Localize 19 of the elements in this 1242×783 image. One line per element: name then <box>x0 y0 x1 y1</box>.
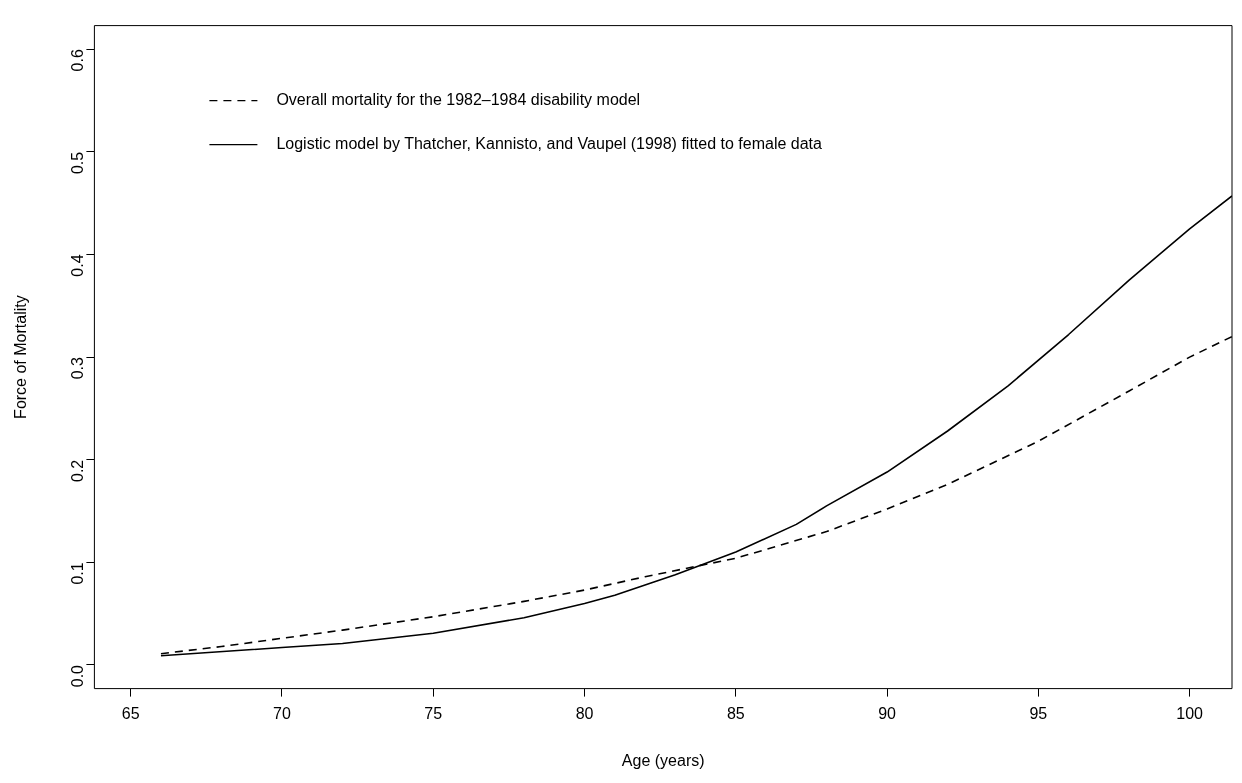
y-tick-label: 0.4 <box>68 254 86 277</box>
x-tick-label: 95 <box>1029 704 1048 722</box>
legend-label: Overall mortality for the 1982–1984 disability model <box>276 91 641 109</box>
x-tick-label: 70 <box>273 704 291 722</box>
y-tick-label: 0.1 <box>68 562 86 585</box>
y-tick-label: 0.2 <box>68 459 86 482</box>
y-tick-label: 0.3 <box>68 357 86 380</box>
y-tick-label: 0.6 <box>68 49 86 72</box>
x-tick-label: 100 <box>1176 704 1204 722</box>
x-axis-title: Age (years) <box>621 751 705 769</box>
x-tick-label: 75 <box>424 704 443 722</box>
y-tick-label: 0.5 <box>68 151 86 175</box>
x-tick-label: 65 <box>121 704 140 722</box>
y-axis-title: Force of Mortality <box>12 295 30 419</box>
x-tick-label: 90 <box>878 704 897 722</box>
x-tick-label: 85 <box>726 704 745 722</box>
y-tick-label: 0.0 <box>68 664 86 688</box>
legend-label: Logistic model by Thatcher, Kannisto, and Vaupel (1998) fitted to female data <box>276 135 823 153</box>
x-tick-label: 80 <box>575 704 594 722</box>
